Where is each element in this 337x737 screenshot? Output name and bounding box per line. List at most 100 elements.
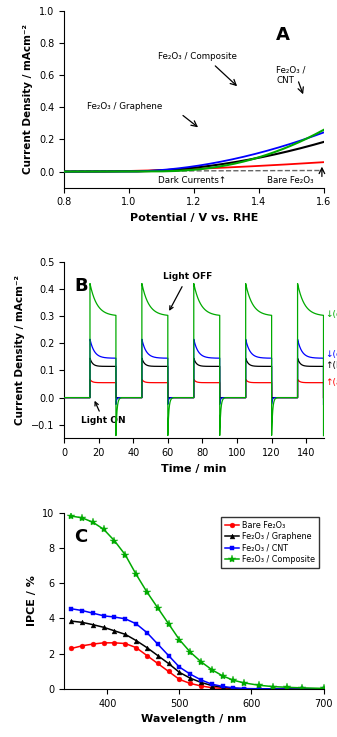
Text: Light OFF: Light OFF [163,273,212,310]
Fe₂O₃ / Graphene [221,683,225,692]
Bare Fe₂O₃ [145,651,149,660]
Y-axis label: IPCE / %: IPCE / % [27,576,36,626]
Bare Fe₂O₃ [177,675,181,684]
Fe₂O₃ / Composite [188,648,192,657]
Fe₂O₃ / CNT [188,670,192,679]
Fe₂O₃ / CNT [113,612,117,621]
Fe₂O₃ / Composite [69,511,73,520]
Fe₂O₃ / Composite [134,570,138,579]
Fe₂O₃ / Composite [123,551,127,559]
Fe₂O₃ / CNT [242,684,246,693]
Fe₂O₃ / Graphene [91,621,95,629]
Bare Fe₂O₃ [271,685,275,694]
Fe₂O₃ / Graphene [134,636,138,645]
Fe₂O₃ / Graphene [156,651,160,660]
Fe₂O₃ / CNT [300,685,304,694]
Text: Fe₂O₃ / Graphene: Fe₂O₃ / Graphene [87,102,162,111]
Fe₂O₃ / Composite [221,671,225,680]
Bare Fe₂O₃ [210,683,214,692]
Fe₂O₃ / CNT [271,685,275,694]
Bare Fe₂O₃ [257,685,261,694]
Fe₂O₃ / Graphene [177,668,181,677]
Bare Fe₂O₃ [69,644,73,653]
Fe₂O₃ / Graphene [257,685,261,694]
Fe₂O₃ / CNT [321,685,326,694]
Fe₂O₃ / Composite [156,604,160,612]
Fe₂O₃ / CNT [285,685,289,694]
Fe₂O₃ / Composite [199,657,203,666]
Bare Fe₂O₃ [321,685,326,694]
Fe₂O₃ / Graphene [80,618,84,626]
Fe₂O₃ / Graphene [232,684,236,693]
Bare Fe₂O₃ [156,659,160,668]
Fe₂O₃ / Composite [91,518,95,527]
Fe₂O₃ / Composite [257,681,261,690]
X-axis label: Wavelength / nm: Wavelength / nm [141,714,247,724]
Fe₂O₃ / Composite [177,635,181,644]
Fe₂O₃ / Graphene [102,623,106,632]
Fe₂O₃ / Composite [80,514,84,523]
Text: ↑(a): ↑(a) [325,378,337,387]
Bare Fe₂O₃ [102,638,106,647]
Bare Fe₂O₃ [221,684,225,693]
Text: Fe₂O₃ /
CNT: Fe₂O₃ / CNT [276,66,306,85]
Fe₂O₃ / CNT [199,676,203,685]
Fe₂O₃ / CNT [177,663,181,671]
Fe₂O₃ / Graphene [199,678,203,687]
Fe₂O₃ / Graphene [166,659,171,668]
Bare Fe₂O₃ [166,667,171,676]
X-axis label: Time / min: Time / min [161,464,226,474]
Line: Fe₂O₃ / Graphene: Fe₂O₃ / Graphene [69,618,326,691]
Fe₂O₃ / CNT [210,680,214,688]
Bare Fe₂O₃ [300,685,304,694]
Fe₂O₃ / Graphene [113,626,117,635]
Fe₂O₃ / Graphene [285,685,289,694]
Fe₂O₃ / CNT [145,628,149,637]
Line: Fe₂O₃ / Composite: Fe₂O₃ / Composite [67,512,328,693]
Line: Fe₂O₃ / CNT: Fe₂O₃ / CNT [69,607,326,691]
Fe₂O₃ / Graphene [188,674,192,682]
Bare Fe₂O₃ [232,685,236,694]
Bare Fe₂O₃ [91,640,95,649]
Text: B: B [74,277,88,295]
Fe₂O₃ / Graphene [300,685,304,694]
Fe₂O₃ / Composite [145,587,149,596]
Fe₂O₃ / CNT [123,615,127,624]
Fe₂O₃ / Composite [232,676,236,685]
Fe₂O₃ / CNT [134,619,138,628]
Text: C: C [74,528,88,545]
Fe₂O₃ / CNT [80,606,84,615]
Text: A: A [276,26,289,44]
Text: ↓(d): ↓(d) [325,310,337,319]
Text: ↓(c): ↓(c) [325,350,337,359]
Fe₂O₃ / Composite [113,537,117,545]
Text: Bare Fe₂O₃: Bare Fe₂O₃ [267,176,313,185]
Fe₂O₃ / CNT [69,604,73,613]
Y-axis label: Current Density / mAcm⁻²: Current Density / mAcm⁻² [16,275,25,425]
Fe₂O₃ / CNT [91,609,95,618]
Fe₂O₃ / Graphene [123,630,127,639]
Text: Dark Currents↑: Dark Currents↑ [158,176,226,185]
Fe₂O₃ / Graphene [210,681,214,690]
Fe₂O₃ / CNT [232,683,236,692]
Bare Fe₂O₃ [199,682,203,691]
Line: Bare Fe₂O₃: Bare Fe₂O₃ [69,640,326,691]
Fe₂O₃ / Graphene [145,643,149,652]
Bare Fe₂O₃ [123,639,127,648]
Fe₂O₃ / Composite [271,682,275,691]
Fe₂O₃ / Composite [321,684,326,693]
Fe₂O₃ / Composite [242,679,246,688]
Fe₂O₃ / Composite [285,683,289,692]
Fe₂O₃ / Graphene [69,617,73,626]
Fe₂O₃ / Graphene [321,685,326,694]
Fe₂O₃ / Graphene [271,685,275,694]
Fe₂O₃ / Composite [166,619,171,628]
Fe₂O₃ / Composite [210,666,214,674]
X-axis label: Potential / V vs. RHE: Potential / V vs. RHE [130,213,258,223]
Bare Fe₂O₃ [113,638,117,647]
Bare Fe₂O₃ [188,679,192,688]
Y-axis label: Current Density / mAcm⁻²: Current Density / mAcm⁻² [23,24,33,175]
Fe₂O₃ / Composite [300,683,304,692]
Bare Fe₂O₃ [285,685,289,694]
Fe₂O₃ / CNT [102,612,106,621]
